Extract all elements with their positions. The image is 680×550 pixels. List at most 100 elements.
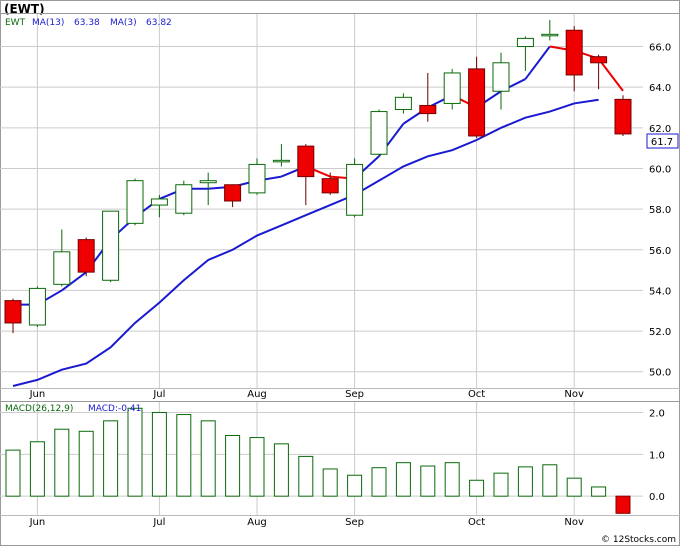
macd-bars-layer: [5, 407, 631, 514]
price-legend: EWT MA(13) 63.38 MA(3) 63.82: [5, 18, 172, 28]
symbol-header: (EWT): [4, 2, 45, 16]
candle-body: [297, 145, 315, 178]
price-y-tick-label: 66.0: [649, 43, 671, 54]
macd-bar: [517, 466, 533, 497]
price-x-tick-label: Jun: [29, 389, 46, 400]
candle-body: [150, 198, 168, 206]
macd-bar: [249, 437, 265, 497]
macd-bar: [103, 420, 119, 497]
candle-body: [53, 251, 71, 285]
price-y-tick-label: 52.0: [649, 327, 671, 338]
macd-y-tick-label: 2.0: [649, 408, 665, 419]
candle: [468, 56, 486, 138]
candle-body: [565, 29, 583, 76]
candle-body: [175, 184, 193, 214]
macd-bar: [469, 479, 485, 497]
price-y-axis: 50.0 52.0 54.0 56.0 58.0 60.0 62.0 64.0 66.0: [649, 43, 671, 379]
macd-bar: [225, 434, 241, 497]
macd-bar: [395, 462, 411, 497]
macd-bar: [54, 428, 70, 497]
macd-y-axis: 0.0 1.0 2.0: [649, 408, 665, 503]
candle: [443, 68, 461, 110]
candle-body: [4, 300, 22, 324]
price-y-tick-label: 64.0: [649, 83, 671, 94]
macd-bar: [591, 486, 607, 497]
price-panel: 50.0 52.0 54.0 56.0 58.0 60.0 62.0 64.0 66.0 Jun…: [0, 13, 680, 400]
candle-body: [468, 68, 486, 137]
macd-bar: [298, 455, 314, 497]
price-x-tick-label: Oct: [468, 389, 485, 400]
macd-legend: MACD(26,12,9) MACD:-0.41: [5, 404, 141, 414]
price-y-tick-label: 50.0: [649, 368, 671, 379]
macd-x-tick-label: Jul: [152, 517, 165, 528]
candle: [346, 158, 364, 218]
legend-ma3-label: MA(3): [110, 18, 137, 28]
candle-body: [224, 184, 242, 202]
candle: [590, 54, 608, 90]
candle: [4, 298, 22, 334]
legend-macd-params: MACD(26,12,9): [5, 404, 73, 414]
price-y-tick-label: 56.0: [649, 246, 671, 257]
candle: [516, 36, 534, 71]
candle-body: [419, 104, 437, 115]
macd-bar: [151, 411, 167, 497]
last-price-tag-box: [646, 133, 679, 149]
candle: [541, 20, 559, 41]
macd-x-tick-label: Sep: [345, 517, 364, 528]
macd-bar: [322, 468, 338, 497]
macd-y-tick-label: 1.0: [649, 450, 665, 461]
candle-body: [443, 72, 461, 104]
candle: [492, 52, 510, 110]
legend-macd-value: MACD:-0.41: [88, 404, 141, 414]
candle: [565, 26, 583, 92]
price-y-tick-label: 60.0: [649, 164, 671, 175]
candle: [248, 158, 266, 195]
candle-body: [492, 62, 510, 92]
macd-bar: [542, 464, 558, 497]
price-x-tick-label: Aug: [247, 389, 267, 400]
price-y-tick-label: 54.0: [649, 286, 671, 297]
candle-body: [102, 210, 120, 281]
macd-bar: [371, 467, 387, 497]
candle-body: [126, 180, 144, 224]
candle-body: [614, 98, 632, 135]
price-x-axis: Jun Jul Aug Sep Oct Nov: [29, 389, 584, 400]
candle-body: [28, 287, 46, 326]
macd-bar: [615, 495, 631, 514]
legend-ma3-value: 63.82: [146, 18, 172, 28]
macd-x-tick-label: Nov: [564, 517, 584, 528]
candle: [126, 178, 144, 226]
candle-body: [590, 56, 608, 64]
macd-bar: [444, 462, 460, 497]
candle: [53, 229, 71, 287]
macd-y-tick-label: 0.0: [649, 492, 665, 503]
candles-layer: [4, 20, 632, 334]
candle-body: [346, 163, 364, 216]
ma3-line-segment: [524, 45, 551, 80]
macd-bar: [493, 472, 509, 497]
legend-ticker: EWT: [5, 18, 26, 28]
candle-body: [516, 37, 534, 48]
ma3-line-segment: [597, 58, 624, 92]
candle-body: [394, 96, 412, 111]
macd-panel: 0.0 1.0 2.0 Jun Jul Aug Sep Oct Nov MACD(26,12,…: [0, 401, 680, 528]
candle: [272, 144, 290, 167]
ma3-line-segment: [61, 271, 87, 292]
candle: [77, 237, 95, 277]
price-x-tick-label: Jul: [152, 389, 165, 400]
macd-bar: [566, 477, 582, 497]
macd-bar: [29, 441, 45, 497]
candle: [614, 95, 632, 136]
last-price-value: 61.7: [651, 137, 673, 148]
macd-bar: [200, 420, 216, 497]
candle: [370, 109, 388, 157]
price-y-tick-label: 62.0: [649, 124, 671, 135]
macd-x-tick-label: Aug: [247, 517, 267, 528]
macd-x-axis: Jun Jul Aug Sep Oct Nov: [29, 517, 584, 528]
candle-body: [248, 163, 266, 194]
macd-bar: [273, 443, 289, 497]
ma13-line-layer: [12, 98, 599, 387]
macd-bar: [127, 407, 143, 497]
candle-body: [370, 111, 388, 155]
